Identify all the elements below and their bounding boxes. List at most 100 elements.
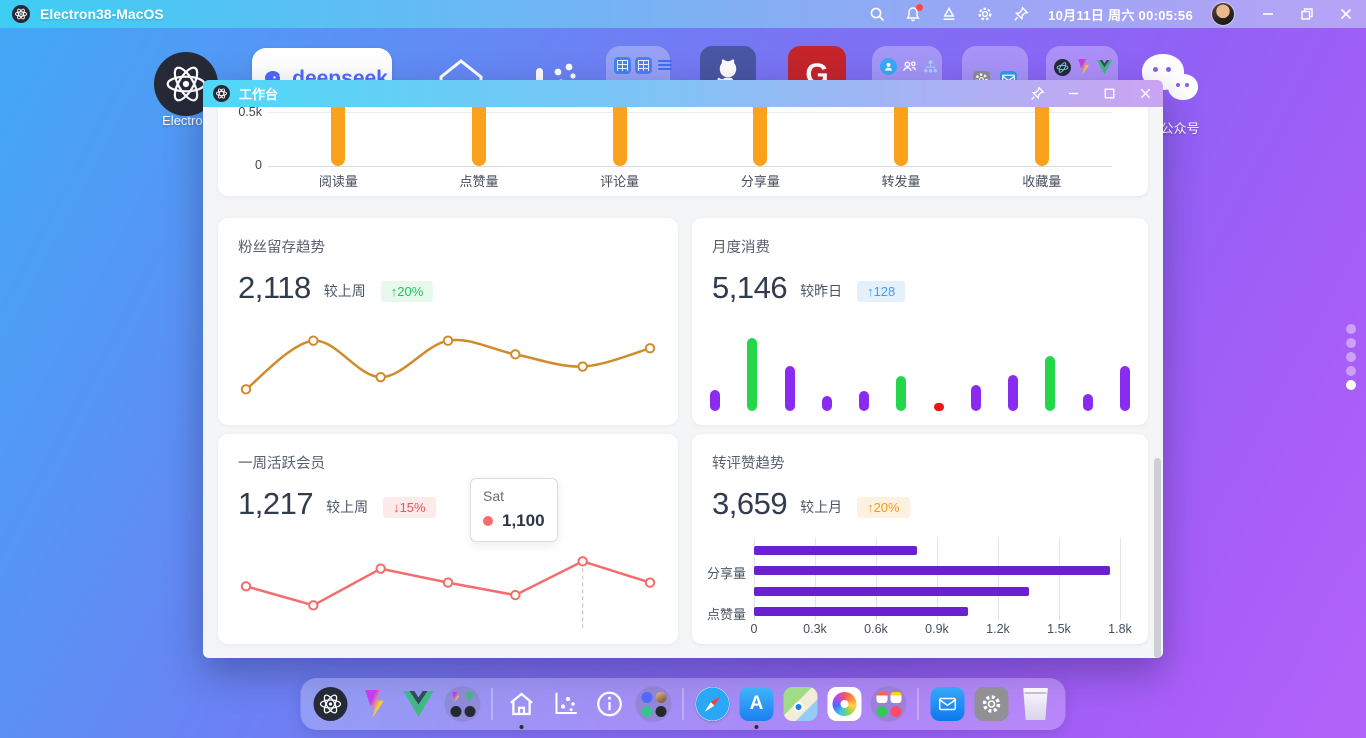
- dock-settings[interactable]: [974, 686, 1010, 722]
- bar: [754, 566, 1110, 576]
- dock-vue[interactable]: [401, 686, 437, 722]
- scrollbar-thumb[interactable]: [1154, 458, 1161, 658]
- dock-safari[interactable]: [695, 686, 731, 722]
- dock-photos[interactable]: [827, 686, 863, 722]
- vue-icon: [464, 691, 475, 703]
- x-tick-label: 0: [750, 622, 758, 636]
- gear-icon[interactable]: [976, 6, 993, 23]
- window-maximize-button[interactable]: [1102, 86, 1117, 101]
- page-dot[interactable]: [1346, 366, 1356, 376]
- music-icon: [890, 705, 901, 717]
- app-store-glyph: A: [749, 693, 764, 714]
- bar: [612, 107, 627, 166]
- page-dot[interactable]: [1346, 324, 1356, 334]
- x-tick-label: 0.6k: [864, 622, 888, 636]
- dock-maps[interactable]: [783, 686, 819, 722]
- dock-electron[interactable]: [313, 686, 349, 722]
- card-content-stats: 0.5k 0 阅读量 点赞量 评论量 分享量 转发量 收藏量: [218, 107, 1148, 196]
- bar: [784, 366, 795, 411]
- vite-icon: [1078, 59, 1089, 75]
- gridline: [876, 538, 877, 620]
- electron-icon: [1054, 58, 1071, 76]
- table-icon: [635, 56, 652, 74]
- dock-dev-app-group[interactable]: [444, 686, 481, 722]
- wechat-bubble-small: [1168, 74, 1198, 100]
- stat-compare-label: 较上月: [800, 499, 843, 515]
- system-title: Electron38-MacOS: [40, 6, 164, 22]
- x-tick-label: 0.3k: [803, 622, 827, 636]
- card-title: 粉丝留存趋势: [238, 240, 325, 256]
- bar-series: [218, 107, 1148, 196]
- vue-icon: [1096, 59, 1113, 76]
- desktop-icon-electron[interactable]: [154, 52, 218, 116]
- dock-app-store[interactable]: A: [739, 686, 775, 722]
- user-avatar[interactable]: [1212, 3, 1234, 25]
- line-chart: [240, 556, 656, 628]
- y-tick-label: 0: [255, 158, 262, 172]
- x-axis: [268, 166, 1112, 167]
- bar-rows: 分享量 点赞量: [707, 546, 1120, 622]
- dock-vite[interactable]: [357, 686, 393, 722]
- desktop-label-wechat: 公众号: [1160, 121, 1200, 136]
- dock-divider: [682, 688, 684, 720]
- bell-icon[interactable]: [904, 3, 924, 23]
- search-icon[interactable]: [868, 6, 885, 23]
- dock-info[interactable]: [592, 686, 628, 722]
- card-fan-retention: 粉丝留存趋势 2,118 较上周 ↑20%: [218, 218, 678, 425]
- dock-trash[interactable]: [1018, 686, 1054, 722]
- dock-home[interactable]: [504, 686, 540, 722]
- desktop-page-dots: [1346, 324, 1356, 390]
- axis-category-label: 评论量: [600, 174, 640, 189]
- dock-divider: [917, 688, 919, 720]
- axis-category-label: 转发量: [881, 174, 921, 189]
- page-dot-active[interactable]: [1346, 380, 1356, 390]
- dock: A: [300, 678, 1066, 730]
- gridline: [1059, 538, 1060, 620]
- page-dot[interactable]: [1346, 338, 1356, 348]
- window-minimize-button[interactable]: [1066, 86, 1081, 101]
- axis-category-label: 分享量: [740, 174, 780, 189]
- dock-productivity-app-group[interactable]: [870, 686, 907, 722]
- calendar-icon: [876, 691, 887, 703]
- system-restore-button[interactable]: [1298, 6, 1315, 23]
- window-pin-icon[interactable]: [1030, 86, 1045, 101]
- bar-row: [754, 586, 1120, 596]
- card-title: 转评赞趋势: [712, 456, 785, 472]
- avatar-icon: [655, 691, 666, 703]
- axis-category-label: 点赞量: [459, 174, 499, 189]
- gridline: [1120, 538, 1121, 620]
- globe-icon: [641, 705, 652, 717]
- bar-row: 点赞量: [707, 606, 1120, 622]
- gridline: [754, 538, 755, 620]
- page-dot[interactable]: [1346, 352, 1356, 362]
- bar: [710, 390, 720, 411]
- window-close-button[interactable]: [1138, 86, 1153, 101]
- stat-value: 5,146: [712, 270, 788, 305]
- users-icon: [901, 58, 918, 75]
- clock: 10月11日 周六 00:05:56: [1048, 7, 1193, 23]
- bar: [1008, 375, 1019, 411]
- bar: [1034, 107, 1049, 166]
- y-tick-label: 0.5k: [238, 107, 262, 119]
- y-axis-label: 点赞量: [706, 606, 746, 622]
- bar: [747, 338, 758, 411]
- delta-badge: ↑20%: [380, 280, 434, 302]
- window-titlebar[interactable]: 工作台: [203, 80, 1163, 107]
- pin-icon[interactable]: [1012, 6, 1029, 23]
- series-dot: [483, 516, 493, 526]
- gridline: [937, 538, 938, 620]
- dock-web-app-group[interactable]: [635, 686, 672, 722]
- stat-compare-label: 较上周: [323, 283, 366, 299]
- dock-mail[interactable]: [930, 686, 966, 722]
- org-chart-icon: [922, 58, 939, 75]
- ink-icon[interactable]: [940, 6, 957, 23]
- system-minimize-button[interactable]: [1259, 6, 1276, 23]
- electron-logo-icon: [12, 5, 30, 23]
- bar: [754, 546, 917, 555]
- bar-chart: [710, 331, 1130, 411]
- window-app-icon: [213, 85, 230, 102]
- bar-row: [754, 546, 1120, 555]
- delta-badge: ↑128: [857, 280, 906, 302]
- dock-analytics[interactable]: [548, 686, 584, 722]
- system-close-button[interactable]: [1337, 6, 1354, 23]
